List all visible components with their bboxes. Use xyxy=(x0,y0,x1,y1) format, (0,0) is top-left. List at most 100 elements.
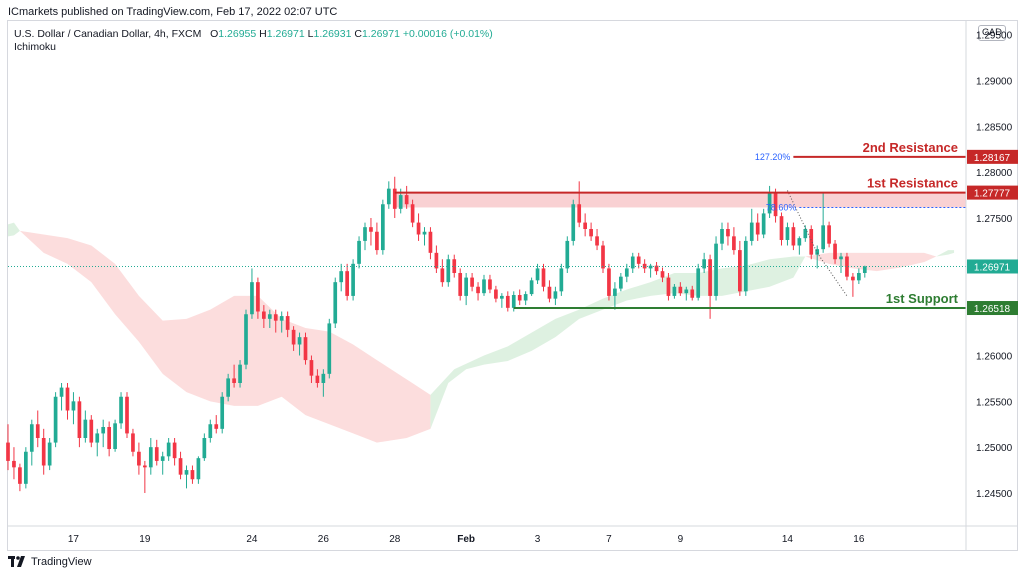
candle-body-122 xyxy=(732,236,736,251)
candle-body-49 xyxy=(297,337,302,345)
candle-body-62 xyxy=(375,231,379,251)
candle-body-73 xyxy=(440,268,445,283)
candle-body-5 xyxy=(35,424,40,438)
candle-body-83 xyxy=(500,295,504,299)
symbol-name[interactable]: U.S. Dollar / Canadian Dollar, 4h, FXCM xyxy=(14,28,202,40)
candle-body-26 xyxy=(160,456,165,461)
candle-body-76 xyxy=(458,273,463,296)
candle-body-64 xyxy=(386,188,391,205)
candle-body-41 xyxy=(250,282,254,315)
candle-body-30 xyxy=(184,470,189,475)
candle-body-31 xyxy=(190,470,195,480)
footer-brand[interactable]: TradingView xyxy=(31,556,92,568)
candle-body-27 xyxy=(166,442,171,457)
candle-body-23 xyxy=(143,465,147,468)
candle-body-52 xyxy=(315,375,320,383)
candle-body-24 xyxy=(148,447,153,468)
candle-body-89 xyxy=(535,268,540,281)
resistance-zone xyxy=(394,192,966,208)
candle-body-136 xyxy=(815,249,820,255)
fib-swing-path xyxy=(786,190,848,297)
candle-body-92 xyxy=(553,291,558,299)
indicator-label[interactable]: Ichimoku xyxy=(14,41,57,53)
candle-body-117 xyxy=(702,259,706,269)
candle-body-71 xyxy=(428,231,433,253)
candle-body-101 xyxy=(607,268,611,296)
candle-body-66 xyxy=(398,195,403,209)
candle-body-114 xyxy=(684,289,689,294)
candle-body-57 xyxy=(345,271,349,296)
candle-body-37 xyxy=(226,378,230,397)
candle-body-81 xyxy=(488,279,492,290)
candle-body-21 xyxy=(131,433,135,452)
candle-body-53 xyxy=(321,373,326,383)
candle-body-25 xyxy=(154,447,159,461)
candle-body-141 xyxy=(845,256,849,277)
candle-body-40 xyxy=(244,314,248,365)
candle-body-51 xyxy=(309,360,314,376)
candle-body-102 xyxy=(613,288,617,296)
candle-body-106 xyxy=(636,256,641,264)
resistance-zone-band xyxy=(394,192,966,208)
candle-body-113 xyxy=(678,286,683,294)
candle-body-109 xyxy=(654,265,659,272)
price-label-box-2 xyxy=(967,259,1018,274)
price-label-1: 1.27777 xyxy=(974,189,1011,200)
y-tick-label-2: 1.28500 xyxy=(976,122,1013,133)
y-tick-label-10: 1.24500 xyxy=(976,489,1013,500)
fib-level-label-0: 127.20% xyxy=(755,152,791,162)
candle-body-98 xyxy=(589,229,593,237)
candle-body-135 xyxy=(809,229,814,255)
candle-body-58 xyxy=(351,263,355,296)
candle-body-108 xyxy=(648,265,653,269)
candle-body-126 xyxy=(755,222,760,235)
y-tick-label-8: 1.25500 xyxy=(976,397,1013,408)
candle-body-56 xyxy=(339,271,344,283)
candle-body-65 xyxy=(392,188,397,209)
candle-body-68 xyxy=(410,204,415,223)
candle-body-59 xyxy=(357,240,361,264)
candle-body-3 xyxy=(24,451,28,484)
candle-body-99 xyxy=(595,236,599,246)
candle-body-142 xyxy=(851,276,855,281)
candle-body-124 xyxy=(743,240,748,292)
candle-body-131 xyxy=(785,227,790,240)
candle-body-34 xyxy=(208,424,213,438)
candle-body-128 xyxy=(767,192,772,214)
candle-body-143 xyxy=(857,273,861,281)
candle-body-104 xyxy=(624,268,629,277)
candle-body-38 xyxy=(232,378,236,383)
candle-body-67 xyxy=(404,195,409,205)
open-label: O xyxy=(210,28,219,40)
candle-body-39 xyxy=(238,364,242,383)
y-tick-label-4: 1.27500 xyxy=(976,214,1013,225)
candles xyxy=(6,176,867,493)
candle-body-91 xyxy=(547,286,552,299)
y-tick-label-9: 1.25000 xyxy=(976,443,1013,454)
candle-body-47 xyxy=(285,316,290,330)
axes: 1.295001.290001.285001.280001.275001.270… xyxy=(8,20,1018,550)
cloud-bull-segment-4 xyxy=(936,250,955,257)
candle-body-60 xyxy=(363,227,367,241)
price-label-box-1 xyxy=(967,185,1018,200)
x-tick-label-4: 28 xyxy=(389,534,401,545)
levels: 127.20% 78.60% 2nd Resistance 1st Resistanc… xyxy=(8,140,966,310)
candle-body-125 xyxy=(749,222,754,241)
candle-body-19 xyxy=(119,396,123,424)
candle-body-134 xyxy=(803,229,808,239)
x-tick-label-8: 9 xyxy=(678,534,684,545)
chart-frame xyxy=(7,20,1018,551)
candle-body-9 xyxy=(59,387,64,397)
high-label: H xyxy=(259,28,267,40)
x-tick-label-10: 16 xyxy=(853,534,865,545)
ichimoku-cloud xyxy=(8,222,955,443)
candle-body-105 xyxy=(630,256,635,269)
candle-body-75 xyxy=(452,259,457,273)
candle-body-61 xyxy=(369,227,373,232)
x-tick-label-0: 17 xyxy=(68,534,80,545)
currency-badge[interactable]: CAD xyxy=(978,25,1006,41)
x-tick-label-9: 14 xyxy=(782,534,794,545)
candle-body-35 xyxy=(214,424,219,429)
candle-body-32 xyxy=(196,458,201,480)
